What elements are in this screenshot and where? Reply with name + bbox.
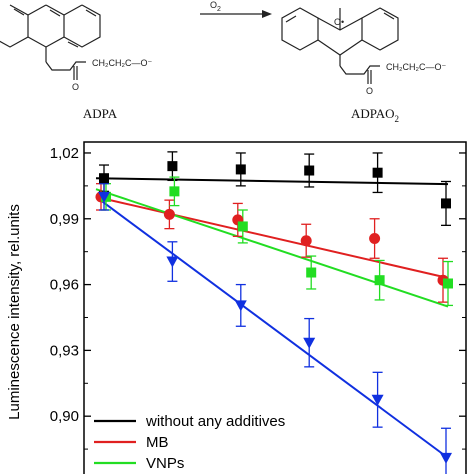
data-point [167, 161, 178, 172]
data-point [300, 235, 312, 247]
data-point [99, 173, 109, 184]
data-point [369, 233, 381, 245]
adpao2-structure: O• CH₂CH₂C—O⁻ O [281, 7, 446, 96]
legend-label: MB [146, 434, 169, 451]
legend-label: without any additives [145, 413, 285, 430]
adpa-side-chain: CH₂CH₂C—O⁻ [92, 58, 152, 68]
adpao2-side-chain: CH₂CH₂C—O⁻ [386, 62, 446, 72]
data-point [440, 452, 452, 464]
adpao2-label: ADPAO2 [351, 106, 399, 124]
y-tick-label: 0,90 [50, 408, 79, 425]
legend-label: VNPs [146, 455, 184, 472]
chart: 0,870,900,930,960,991,02 Luminescence in… [6, 141, 467, 474]
reaction-arrow: O2 [200, 0, 272, 18]
adpao2-carbonyl-o: O [366, 86, 373, 96]
data-point [304, 165, 315, 176]
arrow-reagent: O2 [210, 0, 221, 13]
data-point [234, 300, 247, 312]
data-point [443, 278, 453, 289]
y-tick-labels: 0,870,900,930,960,991,02 [50, 145, 79, 425]
fit-lines [95, 177, 449, 459]
peroxide-o: O• [334, 17, 344, 27]
y-tick-label: 0,96 [50, 277, 79, 294]
y-tick-label: 0,93 [50, 342, 79, 359]
data-point [237, 221, 248, 232]
fit-line [95, 177, 449, 186]
fit-line [95, 196, 449, 459]
adpa-label: ADPA [83, 106, 118, 121]
y-tick-label: 1,02 [50, 145, 79, 162]
reaction-scheme: CH₂CH₂C—O⁻ O ADPA O2 O• CH₂CH₂C—O⁻ O ADP… [0, 0, 446, 124]
fit-line [95, 188, 449, 308]
y-tick-label: 0,99 [50, 211, 79, 228]
data-point [98, 191, 110, 203]
adpa-carbonyl-o: O [72, 82, 79, 92]
data-point [372, 167, 383, 178]
plot-frame [83, 141, 467, 474]
data-point [169, 186, 180, 197]
data-point [166, 256, 179, 268]
markers [95, 161, 453, 464]
data-point [441, 198, 451, 209]
data-point [371, 394, 384, 406]
data-point [163, 208, 175, 220]
legend: without any additives MB VNPs [94, 413, 285, 472]
data-point [306, 267, 317, 278]
data-point [303, 337, 316, 349]
fit-line [95, 195, 449, 279]
data-point [235, 164, 246, 175]
error-bars [96, 151, 453, 474]
data-point [374, 275, 385, 286]
y-axis-label: Luminescence intensity, rel.units [6, 204, 23, 420]
adpa-structure: CH₂CH₂C—O⁻ O [0, 4, 152, 92]
